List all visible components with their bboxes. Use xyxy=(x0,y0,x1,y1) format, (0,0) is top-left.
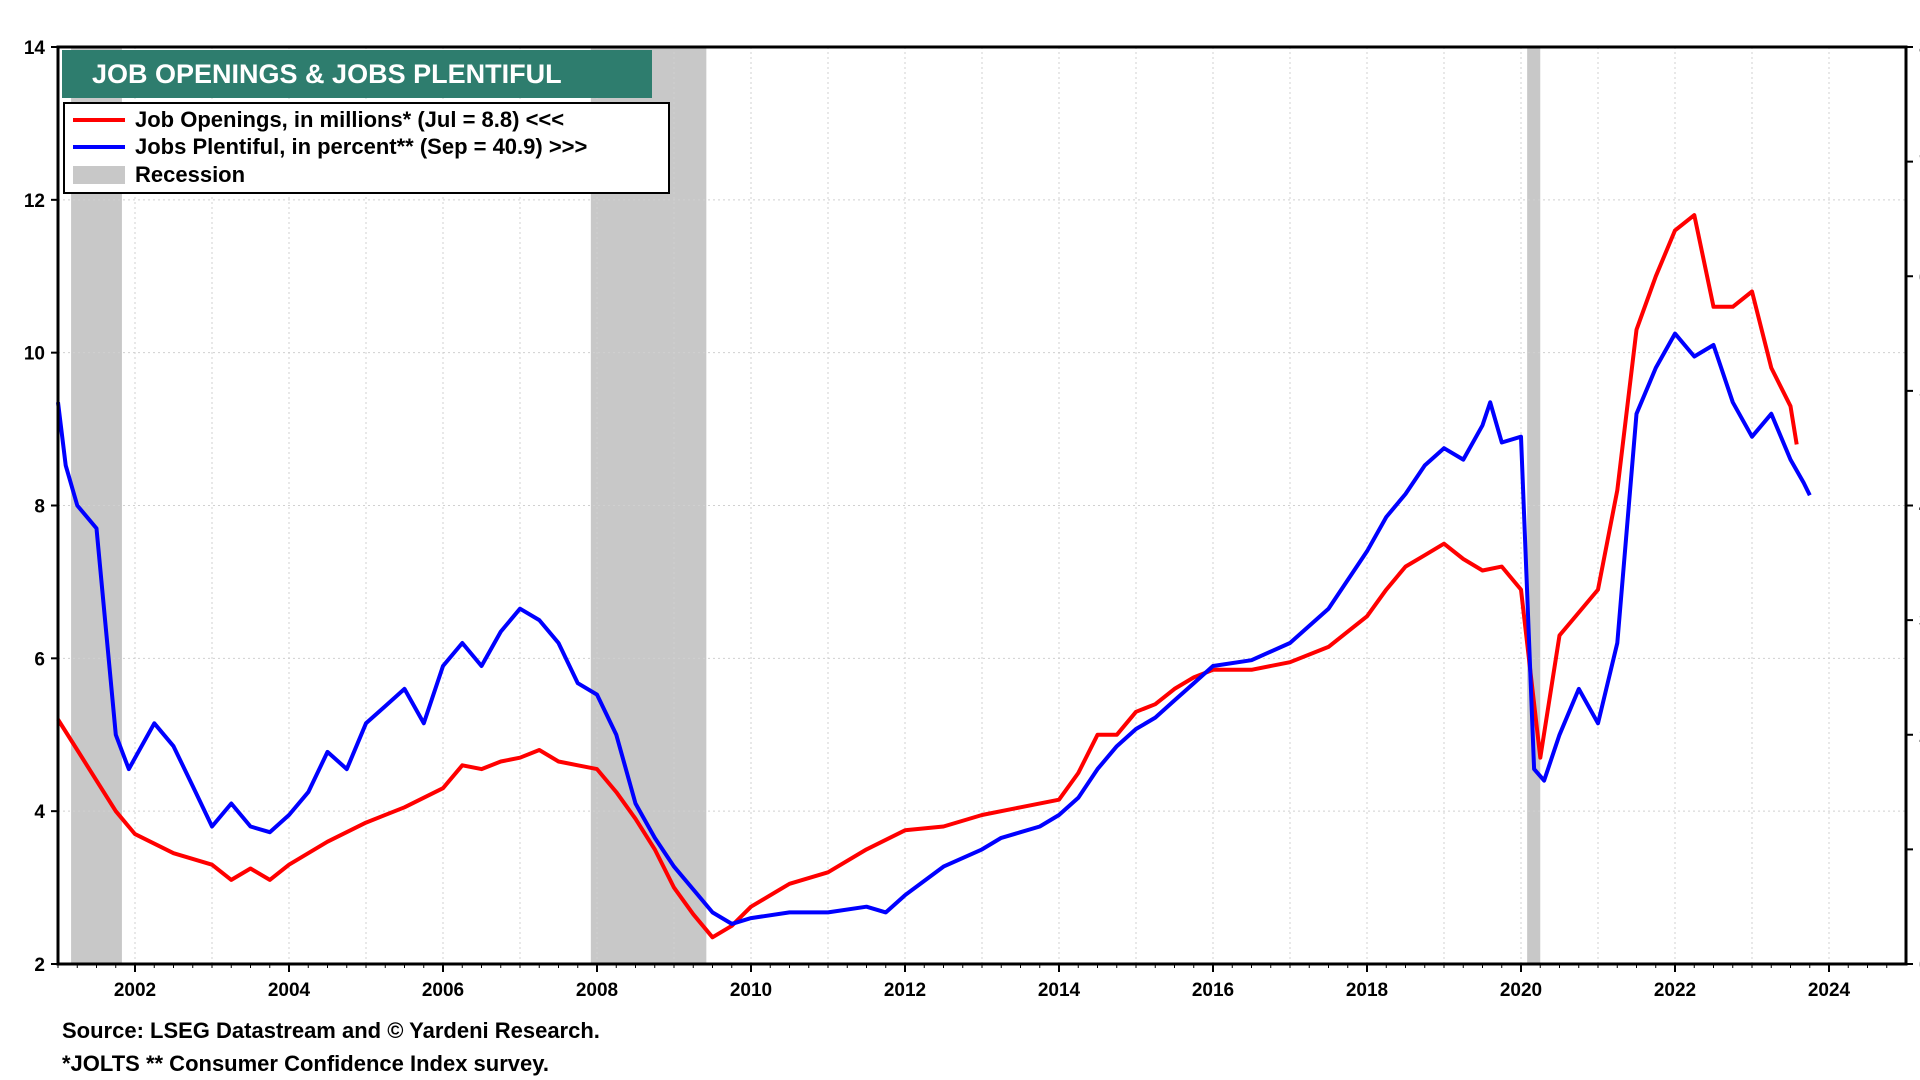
y-left-tick-label-10: 10 xyxy=(24,344,45,365)
legend-openings-label: Job Openings, in millions* (Jul = 8.8) <… xyxy=(135,107,564,132)
legend-plentiful-label: Jobs Plentiful, in percent** (Sep = 40.9… xyxy=(135,134,587,159)
job-openings-line xyxy=(56,213,1799,940)
x-tick-label-2002: 2002 xyxy=(114,980,156,1001)
y-left-tick-label-8: 8 xyxy=(34,497,45,518)
x-tick-label-2008: 2008 xyxy=(576,980,618,1001)
x-tick-label-2014: 2014 xyxy=(1038,980,1081,1001)
gridlines xyxy=(57,47,1906,964)
y-left-tick-label-14: 14 xyxy=(24,38,46,59)
x-tick-label-2016: 2016 xyxy=(1192,980,1234,1001)
x-tick-label-2024: 2024 xyxy=(1808,980,1851,1001)
legend-box xyxy=(63,102,670,194)
y-left-tick-label-12: 12 xyxy=(24,191,45,212)
chart-title: JOB OPENINGS & JOBS PLENTIFUL xyxy=(92,59,562,89)
legend: Job Openings, in millions* (Jul = 8.8) <… xyxy=(63,102,670,194)
footnote: *JOLTS ** Consumer Confidence Index surv… xyxy=(62,1051,549,1076)
source-note: Source: LSEG Datastream and © Yardeni Re… xyxy=(62,1018,600,1043)
y-left-tick-label-6: 6 xyxy=(34,649,45,670)
series-lines xyxy=(56,213,1812,940)
x-tick-label-2022: 2022 xyxy=(1654,980,1696,1001)
title-background xyxy=(62,50,652,98)
x-tick-label-2018: 2018 xyxy=(1346,980,1388,1001)
title-banner: JOB OPENINGS & JOBS PLENTIFUL xyxy=(62,50,652,98)
x-tick-label-2012: 2012 xyxy=(884,980,926,1001)
jobs-plentiful-line xyxy=(56,331,1812,926)
x-tick-label-2006: 2006 xyxy=(422,980,464,1001)
axes: 2002 2004 2006 2008 2010 2012 2014 2016 2018 2020… xyxy=(24,38,1920,1001)
x-tick-label-2020: 2020 xyxy=(1500,980,1542,1001)
x-tick-label-2004: 2004 xyxy=(268,980,311,1001)
legend-recession-label: Recession xyxy=(135,162,245,187)
y-left-tick-label-2: 2 xyxy=(34,955,45,976)
legend-recession-swatch xyxy=(73,166,125,184)
y-left-tick-label-4: 4 xyxy=(34,802,45,823)
x-tick-label-2010: 2010 xyxy=(730,980,772,1001)
